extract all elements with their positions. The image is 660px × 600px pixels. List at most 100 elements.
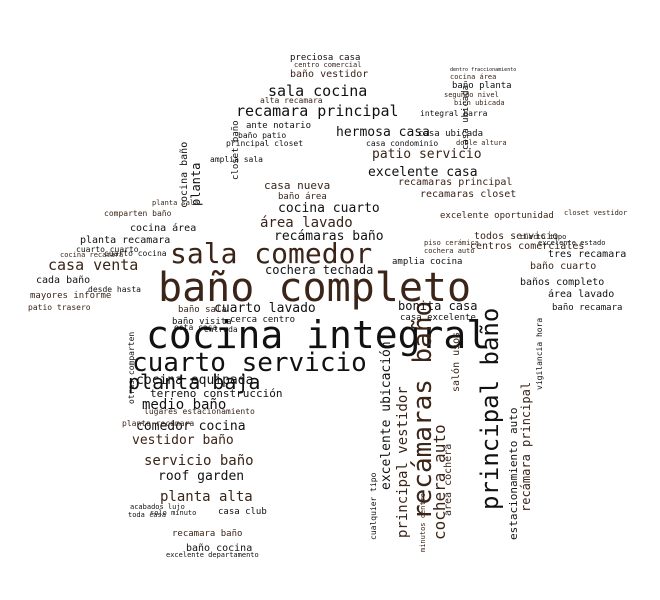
- word-cloud-term: cocina cuarto: [278, 201, 380, 216]
- word-cloud-term: todos servicio: [474, 231, 559, 242]
- word-cloud-term: cocina integral: [146, 313, 490, 357]
- word-cloud-term: cuarto cuarto: [76, 245, 139, 254]
- word-cloud-term: estacionamiento auto: [507, 407, 520, 540]
- word-cloud-term: baño cuarto: [530, 261, 597, 272]
- word-cloud-term: ampliа sala: [210, 155, 263, 164]
- word-cloud-term: recámaras baño: [274, 229, 384, 244]
- word-cloud-term: roof garden: [158, 469, 245, 484]
- word-cloud-term: closet baño: [231, 120, 241, 180]
- word-cloud-term: sala comedor: [170, 237, 373, 270]
- word-cloud-term: salón usos: [451, 331, 462, 392]
- word-cloud-term: excelente departamento: [166, 551, 259, 559]
- word-cloud-term: cerca centro: [230, 315, 296, 325]
- word-cloud-term: comparten baño: [104, 209, 172, 218]
- word-cloud-term: casa ubicada: [461, 84, 471, 150]
- word-cloud-term: cuarto tipo: [520, 233, 567, 241]
- word-cloud-term: closet vestidor: [564, 209, 628, 217]
- word-cloud-term: terreno construcción: [150, 387, 283, 400]
- word-cloud-term: excelente ubicación: [379, 341, 394, 490]
- word-cloud-term: ante notario: [246, 121, 312, 131]
- word-cloud-term: alta recamara: [260, 96, 323, 105]
- word-cloud-term: centro comercial: [294, 61, 362, 69]
- word-cloud-term: baño cocina: [186, 543, 253, 554]
- word-cloud-term: vigilancia hora: [535, 317, 544, 390]
- word-cloud-term: principal closet: [226, 139, 304, 148]
- word-cloud-term: área lavado: [548, 289, 615, 300]
- word-cloud-term: baño visita: [172, 317, 232, 327]
- word-cloud-term: casa ubicada: [418, 129, 484, 139]
- word-cloud-term: excelente estado: [538, 239, 606, 247]
- word-cloud-term: casa venta: [48, 256, 139, 274]
- word-cloud-term: cocina área: [450, 73, 497, 81]
- word-cloud-term: acabados lujo: [130, 503, 185, 511]
- word-cloud-term: lugares estacionamiento: [144, 407, 255, 416]
- word-cloud-term: recámara principal: [519, 381, 533, 512]
- word-cloud-term: recamaras closet: [420, 189, 517, 200]
- word-cloud-term: planta sala: [152, 199, 199, 207]
- word-cloud-term: recamaras principal: [398, 177, 513, 188]
- word-cloud-term: baño recamara: [552, 303, 623, 313]
- word-cloud-term: desde hasta: [88, 285, 141, 294]
- word-cloud-term: entrada: [204, 325, 238, 334]
- word-cloud-term: principal vestidor: [395, 386, 411, 538]
- word-cloud-term: segundo nivel: [444, 91, 499, 99]
- word-cloud-term: esta casa: [174, 323, 218, 332]
- word-cloud-term: planta recamara: [80, 235, 171, 246]
- word-cloud-term: comedor cocina: [136, 419, 246, 434]
- word-cloud-term: área cochera: [443, 443, 454, 516]
- word-cloud-term: doble altura: [456, 139, 507, 147]
- word-cloud-term: baño planta: [452, 81, 512, 91]
- word-cloud-term: cochera techada: [265, 263, 374, 277]
- word-cloud-term: casa nueva: [264, 179, 331, 192]
- word-cloud-term: baño completo: [158, 265, 472, 311]
- word-cloud-term: otras comparten: [127, 331, 136, 404]
- word-cloud-term: cuarto cocina: [104, 249, 167, 258]
- word-cloud-term: servicio baño: [144, 453, 254, 469]
- word-cloud-term: baño área: [278, 192, 327, 202]
- word-cloud-term: baños completo: [520, 277, 605, 288]
- word-cloud-term: minutos centro: [419, 492, 427, 552]
- word-cloud-term: casa condominio: [366, 139, 439, 148]
- word-cloud-term: tres recamara: [548, 249, 627, 260]
- word-cloud-term: planta recamara: [122, 419, 195, 428]
- word-cloud-term: cocina recamara: [60, 251, 124, 259]
- word-cloud-term: planta alta: [160, 489, 253, 505]
- word-cloud-term: cocina equipada: [136, 373, 254, 388]
- word-cloud-term: excelente oportunidad: [440, 211, 554, 221]
- word-cloud-term: baño sala: [178, 305, 227, 315]
- word-cloud-term: sala cocina: [268, 82, 368, 100]
- word-cloud-term: baño vestidor: [290, 69, 369, 80]
- word-cloud-term: amplia cocina: [392, 257, 463, 267]
- word-cloud-term: área lavado: [260, 215, 353, 231]
- word-cloud-term: toda casa: [128, 511, 166, 519]
- word-cloud-term: cualquier tipo: [369, 472, 378, 540]
- word-cloud-term: casa club: [218, 507, 267, 517]
- word-cloud-term: baño patio: [238, 131, 287, 140]
- word-cloud-term: dentro fraccionamiento: [450, 67, 517, 73]
- word-cloud-term: patio trasero: [28, 303, 91, 312]
- word-cloud-term: centros comerciales: [470, 241, 585, 252]
- word-cloud-term: bonita casa: [398, 299, 478, 313]
- word-cloud-term: planta baja: [128, 370, 261, 394]
- word-cloud-term: cuarto servicio: [132, 348, 367, 378]
- word-cloud-term: principal baño: [476, 307, 504, 510]
- word-cloud-term: mayores informe: [30, 291, 112, 301]
- word-cloud-term: cochera auto: [424, 247, 475, 255]
- word-cloud-term: preciosa casa: [290, 53, 361, 63]
- word-cloud-term: excelente casa: [368, 165, 478, 180]
- word-cloud-term: solo minuto: [150, 509, 197, 517]
- word-cloud-term: cada baño: [36, 275, 91, 286]
- word-cloud-term: cocina área: [130, 223, 197, 234]
- word-cloud-term: bien ubicada: [454, 99, 505, 107]
- word-cloud-term: casa excelente: [400, 313, 476, 323]
- word-cloud-term: recamara baño: [172, 529, 243, 539]
- word-cloud-term: hermosa casa: [336, 125, 430, 140]
- word-cloud-term: recamara principal: [236, 102, 399, 120]
- word-cloud-term: piso cerámica: [424, 239, 479, 247]
- word-cloud-term: patio servicio: [372, 147, 482, 162]
- word-cloud-term: integral barra: [420, 109, 488, 118]
- word-cloud-term: medio baño: [142, 397, 227, 413]
- word-cloud-term: vestidor baño: [132, 433, 234, 448]
- word-cloud-term: cuarto lavado: [214, 301, 316, 316]
